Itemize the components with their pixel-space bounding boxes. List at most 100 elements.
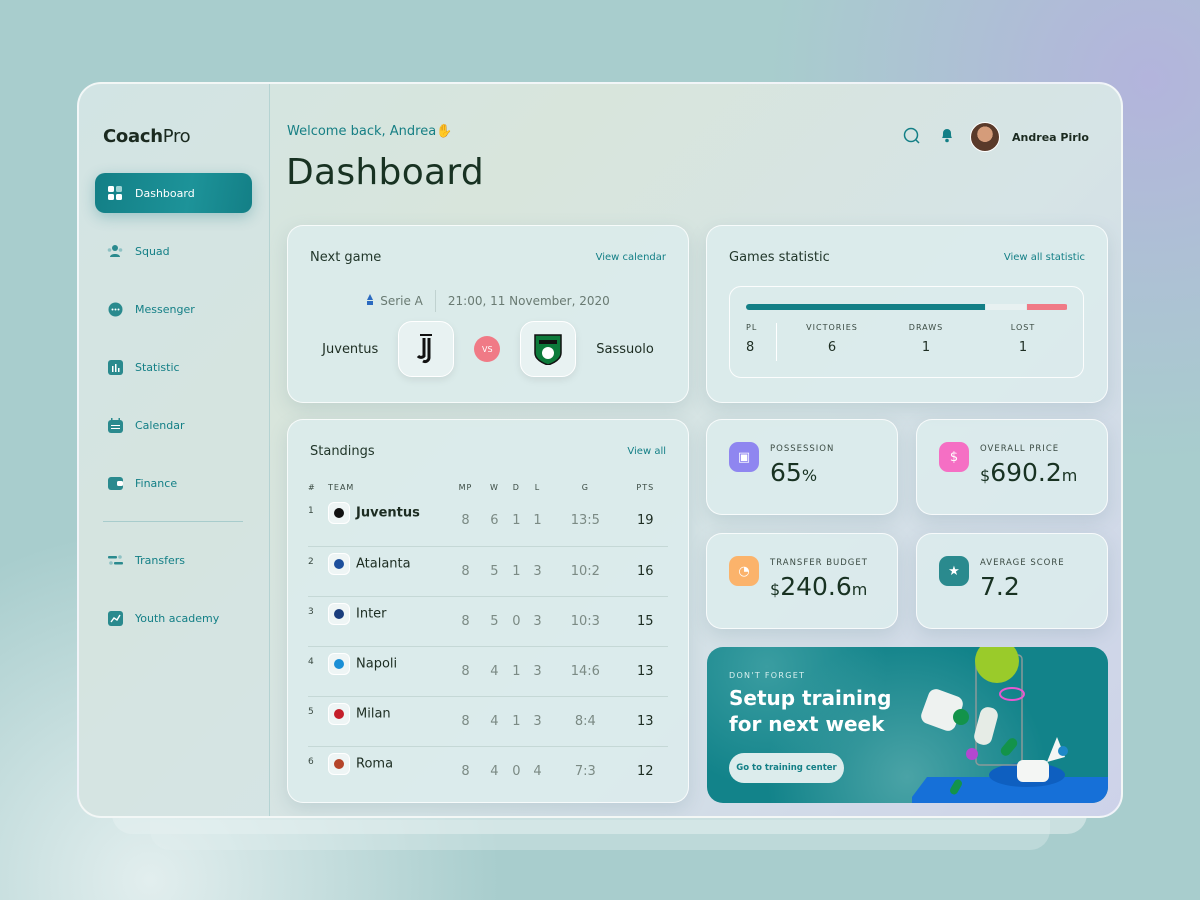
column-header: D — [512, 482, 520, 492]
position: 1 — [308, 496, 328, 547]
sidebar-item-statistic[interactable]: Statistic — [95, 347, 252, 387]
bell-icon[interactable] — [940, 127, 954, 147]
wins: 4 — [483, 646, 506, 697]
table-row[interactable]: 4 Napoli 8 4 1 3 14:6 13 — [308, 646, 668, 697]
sidebar-item-label: Finance — [135, 476, 178, 490]
draws-segment — [986, 304, 1027, 310]
position: 3 — [308, 596, 328, 647]
kpi-label: TRANSFER BUDGET — [770, 558, 868, 568]
search-icon[interactable] — [903, 127, 920, 148]
draws: 1 — [505, 646, 527, 697]
team-logo-icon — [328, 752, 350, 775]
goals: 10:2 — [548, 546, 623, 597]
sidebar-item-squad[interactable]: Squad — [95, 231, 252, 271]
team-logo-icon — [328, 552, 350, 575]
match-meta: Serie A 21:00, 11 November, 2020 — [288, 290, 688, 312]
match-datetime: 21:00, 11 November, 2020 — [447, 294, 610, 308]
welcome-text: Welcome back, Andrea✋ — [287, 124, 453, 139]
matches-played: 8 — [448, 496, 484, 547]
sidebar-item-calendar[interactable]: Calendar — [95, 405, 252, 445]
sidebar-item-label: Transfers — [135, 553, 185, 567]
transfer-icon — [107, 552, 123, 568]
training-illustration — [912, 647, 1108, 803]
header-actions: Andrea Pirlo — [903, 122, 1089, 152]
possession-card: ▣ POSSESSION 65% — [706, 419, 898, 515]
position: 5 — [308, 696, 328, 747]
table-row[interactable]: 5 Milan 8 4 1 3 8:4 13 — [308, 696, 668, 747]
sidebar-item-label: Calendar — [135, 418, 185, 432]
table-row[interactable]: 2 Atalanta 8 5 1 3 10:2 16 — [308, 546, 668, 597]
sidebar-item-label: Messenger — [135, 302, 195, 316]
wins: 5 — [483, 546, 506, 597]
goals: 13:5 — [548, 496, 623, 547]
games-statistic-card: Games statistic View all statistic PL 8 V… — [706, 225, 1108, 403]
sidebar-item-finance[interactable]: Finance — [95, 463, 252, 503]
points: 13 — [622, 696, 668, 747]
sidebar-item-youth-academy[interactable]: Youth academy — [95, 598, 252, 638]
card-title: Games statistic — [729, 250, 830, 265]
matches-played: 8 — [448, 546, 484, 597]
kpi-value: 7.2 — [980, 572, 1020, 601]
losses: 3 — [526, 696, 549, 747]
sidebar-item-transfers[interactable]: Transfers — [95, 540, 252, 580]
team-name: Roma — [356, 756, 394, 771]
column-header: # — [308, 482, 316, 492]
table-row[interactable]: 1 Juventus 8 6 1 1 13:5 19 — [308, 496, 668, 547]
losses: 1 — [526, 496, 549, 547]
view-all-link[interactable]: View all — [627, 446, 666, 457]
team-name: Atalanta — [356, 556, 411, 571]
kpi-label: OVERALL PRICE — [980, 444, 1060, 454]
card-title: Standings — [310, 444, 375, 459]
draws: 0 — [505, 596, 527, 647]
vs-badge: VS — [474, 336, 501, 362]
banner-kicker: DON'T FORGET — [729, 671, 806, 680]
banner-headline: Setup training for next week — [729, 686, 892, 736]
stat-played: PL 8 — [746, 323, 758, 355]
victories-segment — [746, 304, 986, 310]
stat-victories: VICTORIES 6 — [806, 323, 858, 355]
view-all-statistic-link[interactable]: View all statistic — [1003, 252, 1085, 263]
sidebar-item-label: Squad — [135, 244, 170, 258]
sidebar-item-label: Statistic — [135, 360, 180, 374]
next-game-card: Next game View calendar Serie A 21:00, 1… — [287, 225, 689, 403]
separator — [434, 290, 436, 312]
team-name: Juventus — [356, 505, 420, 521]
league-name: Serie A — [380, 294, 423, 308]
overall-price-card: $ OVERALL PRICE $690.2m — [916, 419, 1108, 515]
avatar[interactable] — [970, 122, 1001, 152]
matchup: Juventus VS Sassuolo — [288, 321, 688, 377]
lost-segment — [1027, 304, 1067, 310]
kpi-value: 65% — [770, 458, 818, 487]
users-icon — [107, 243, 123, 259]
column-header: W — [489, 482, 499, 492]
points: 12 — [637, 763, 654, 779]
sidebar-item-label: Youth academy — [135, 611, 220, 625]
pie-icon: ◔ — [729, 556, 759, 586]
go-to-training-center-button[interactable]: Go to training center — [729, 753, 844, 783]
sidebar-item-dashboard[interactable]: Dashboard — [95, 173, 252, 213]
training-banner: DON'T FORGET Setup training for next week… — [707, 647, 1108, 803]
team-logo-icon — [328, 652, 350, 675]
trend-icon — [107, 610, 123, 626]
view-calendar-link[interactable]: View calendar — [595, 252, 666, 263]
grid-icon — [107, 185, 123, 201]
draws: 0 — [512, 763, 521, 779]
page-title: Dashboard — [286, 152, 485, 193]
sidebar-item-messenger[interactable]: Messenger — [95, 289, 252, 329]
table-row[interactable]: 6 Roma 8 4 0 4 7:3 12 — [308, 746, 668, 796]
team-cell: Milan — [328, 696, 448, 747]
team-name: Inter — [356, 606, 387, 621]
logo: CoachPro — [103, 126, 191, 147]
column-header: MP — [458, 482, 473, 492]
position: 4 — [308, 646, 328, 697]
away-team: Sassuolo — [596, 341, 654, 357]
user-name: Andrea Pirlo — [1012, 130, 1089, 144]
draws: 1 — [505, 546, 527, 597]
table-row[interactable]: 3 Inter 8 5 0 3 10:3 15 — [308, 596, 668, 647]
matches-played: 8 — [461, 763, 470, 779]
draws: 1 — [505, 696, 527, 747]
stat-lost: LOST 1 — [1010, 323, 1036, 355]
wins: 4 — [490, 763, 499, 779]
separator — [776, 323, 777, 361]
stat-draws: DRAWS 1 — [908, 323, 944, 355]
